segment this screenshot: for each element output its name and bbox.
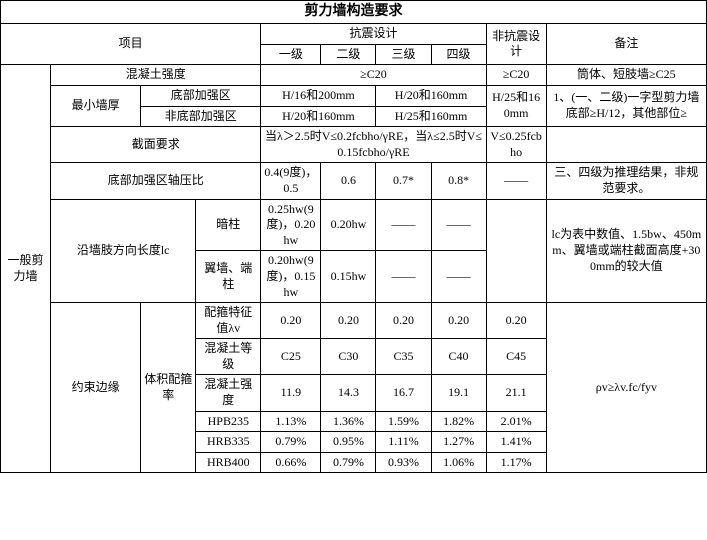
header-grade-3: 三级 (376, 44, 431, 65)
hpb235-ns: 2.01% (486, 411, 546, 432)
section-req-label: 截面要求 (51, 127, 261, 163)
min-thickness-nonbottom-34: H/25和160mm (376, 106, 486, 127)
wing-col-2: 0.15hw (321, 251, 376, 303)
header-remark: 备注 (546, 24, 706, 65)
hpb235-4: 1.82% (431, 411, 486, 432)
hpb235-2: 1.36% (321, 411, 376, 432)
header-project: 项目 (1, 24, 261, 65)
hrb400-label: HRB400 (196, 452, 261, 473)
header-seismic: 抗震设计 (261, 24, 486, 45)
conc-grade-4: C40 (431, 339, 486, 375)
axial-ratio-4: 0.8* (431, 163, 486, 199)
concrete-strength-label: 混凝土强度 (51, 65, 261, 86)
hrb400-3: 0.93% (376, 452, 431, 473)
hidden-col-4: —— (431, 199, 486, 251)
axial-ratio-3: 0.7* (376, 163, 431, 199)
stirrup-feature-4: 0.20 (431, 303, 486, 339)
min-thickness-label: 最小墙厚 (51, 85, 141, 126)
concrete-strength-remark: 筒体、短肢墙≥C25 (546, 65, 706, 86)
boundary-remark: ρv≥λv.fc/fyv (546, 303, 706, 473)
min-thickness-bottom-12: H/16和200mm (261, 85, 376, 106)
hrb335-label: HRB335 (196, 432, 261, 453)
axial-ratio-2: 0.6 (321, 163, 376, 199)
conc-strength-4: 19.1 (431, 375, 486, 411)
hrb335-3: 1.11% (376, 432, 431, 453)
hrb400-ns: 1.17% (486, 452, 546, 473)
hrb400-1: 0.66% (261, 452, 321, 473)
hrb335-4: 1.27% (431, 432, 486, 453)
conc-grade-2: C30 (321, 339, 376, 375)
hrb400-4: 1.06% (431, 452, 486, 473)
hpb235-label: HPB235 (196, 411, 261, 432)
axial-ratio-ns: —— (486, 163, 546, 199)
shear-wall-table: 剪力墙构造要求 项目 抗震设计 非抗震设计 备注 一级 二级 三级 四级 一般剪… (0, 0, 707, 473)
axial-ratio-1: 0.4(9度)，0.5 (261, 163, 321, 199)
min-thickness-nonbottom-12: H/20和160mm (261, 106, 376, 127)
header-grade-1: 一级 (261, 44, 321, 65)
axial-ratio-label: 底部加强区轴压比 (51, 163, 261, 199)
conc-grade-1: C25 (261, 339, 321, 375)
section-req-nonseismic: V≤0.25fcbho (486, 127, 546, 163)
vol-stirrup-label: 体积配箍率 (141, 303, 196, 473)
hidden-col-2: 0.20hw (321, 199, 376, 251)
conc-grade-label: 混凝土等级 (196, 339, 261, 375)
stirrup-feature-ns: 0.20 (486, 303, 546, 339)
section-req-remark (546, 127, 706, 163)
wing-col-4: —— (431, 251, 486, 303)
hrb335-2: 0.95% (321, 432, 376, 453)
stirrup-feature-3: 0.20 (376, 303, 431, 339)
stirrup-feature-label: 配箍特征值λv (196, 303, 261, 339)
header-non-seismic: 非抗震设计 (486, 24, 546, 65)
min-thickness-remark: 1、(一、二级)一字型剪力墙底部≥H/12，其他部位≥ (546, 85, 706, 126)
wing-col-label: 翼墙、端柱 (196, 251, 261, 303)
header-grade-4: 四级 (431, 44, 486, 65)
conc-strength-ns: 21.1 (486, 375, 546, 411)
conc-grade-3: C35 (376, 339, 431, 375)
length-lc-remark: lc为表中数值、1.5bw、450mm、翼墙或端柱截面高度+300mm的较大值 (546, 199, 706, 303)
concrete-strength-seismic: ≥C20 (261, 65, 486, 86)
hidden-col-1: 0.25hw(9度)，0.20hw (261, 199, 321, 251)
hidden-col-3: —— (376, 199, 431, 251)
table-title: 剪力墙构造要求 (1, 1, 707, 24)
hpb235-1: 1.13% (261, 411, 321, 432)
conc-grade-ns: C45 (486, 339, 546, 375)
stirrup-feature-1: 0.20 (261, 303, 321, 339)
length-lc-ns (486, 199, 546, 303)
conc-strength-label: 混凝土强度 (196, 375, 261, 411)
hrb335-ns: 1.41% (486, 432, 546, 453)
section-req-seismic: 当λ＞2.5时V≤0.2fcbho/γRE，当λ≤2.5时V≤0.15fcbho… (261, 127, 486, 163)
section-label: 一般剪力墙 (1, 65, 51, 473)
stirrup-feature-2: 0.20 (321, 303, 376, 339)
concrete-strength-nonseismic: ≥C20 (486, 65, 546, 86)
hidden-col-label: 暗柱 (196, 199, 261, 251)
hpb235-3: 1.59% (376, 411, 431, 432)
length-lc-label: 沿墙肢方向长度lc (51, 199, 196, 303)
boundary-label: 约束边缘 (51, 303, 141, 473)
hrb335-1: 0.79% (261, 432, 321, 453)
min-thickness-bottom-34: H/20和160mm (376, 85, 486, 106)
wing-col-3: —— (376, 251, 431, 303)
header-grade-2: 二级 (321, 44, 376, 65)
hrb400-2: 0.79% (321, 452, 376, 473)
conc-strength-2: 14.3 (321, 375, 376, 411)
wing-col-1: 0.20hw(9度)，0.15hw (261, 251, 321, 303)
conc-strength-3: 16.7 (376, 375, 431, 411)
conc-strength-1: 11.9 (261, 375, 321, 411)
axial-ratio-remark: 三、四级为推理结果，非规范要求。 (546, 163, 706, 199)
min-thickness-nonbottom-label: 非底部加强区 (141, 106, 261, 127)
min-thickness-nonseismic: H/25和160mm (486, 85, 546, 126)
min-thickness-bottom-label: 底部加强区 (141, 85, 261, 106)
